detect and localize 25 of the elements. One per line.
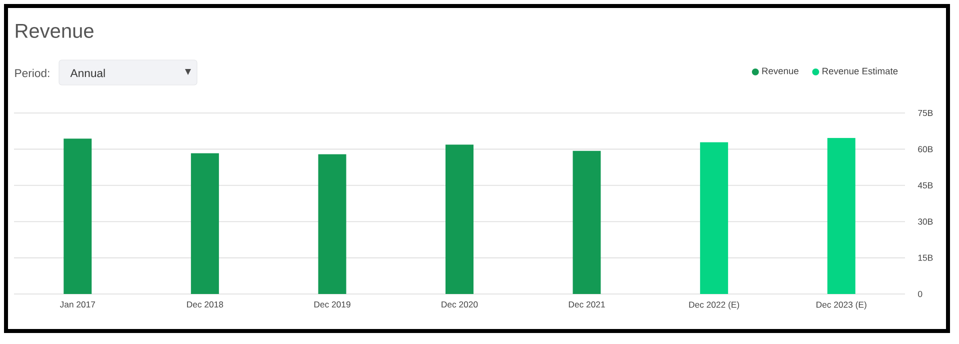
x-tick-label: Jan 2017	[60, 301, 96, 308]
legend-label: Revenue	[762, 68, 798, 74]
text: Annual	[70, 68, 105, 78]
bar	[700, 142, 728, 294]
y-tick-label: 45B	[918, 182, 933, 188]
y-tick-label: 75B	[918, 110, 933, 116]
x-tick-label: Dec 2023 (E)	[816, 301, 866, 310]
bar	[446, 144, 474, 294]
chart-title: Revenue	[16, 24, 94, 38]
bar	[827, 138, 856, 294]
bar	[64, 138, 92, 294]
legend-label: Revenue Estimate	[822, 68, 898, 74]
bar	[318, 154, 346, 294]
bar	[190, 153, 219, 294]
x-tick-label: Dec 2022 (E)	[689, 301, 740, 310]
y-tick-label: 30B	[918, 218, 933, 225]
bar	[572, 150, 601, 294]
x-tick-label: Dec 2021	[568, 301, 605, 308]
y-tick-label: 0	[918, 290, 922, 298]
x-tick-label: Dec 2018	[187, 301, 224, 308]
x-tick-label: Dec 2019	[314, 301, 350, 308]
x-tick-label: Dec 2020	[442, 301, 478, 308]
text: Period:	[15, 68, 50, 78]
y-tick-label: 60B	[918, 146, 933, 152]
y-tick-label: 15B	[918, 254, 933, 261]
